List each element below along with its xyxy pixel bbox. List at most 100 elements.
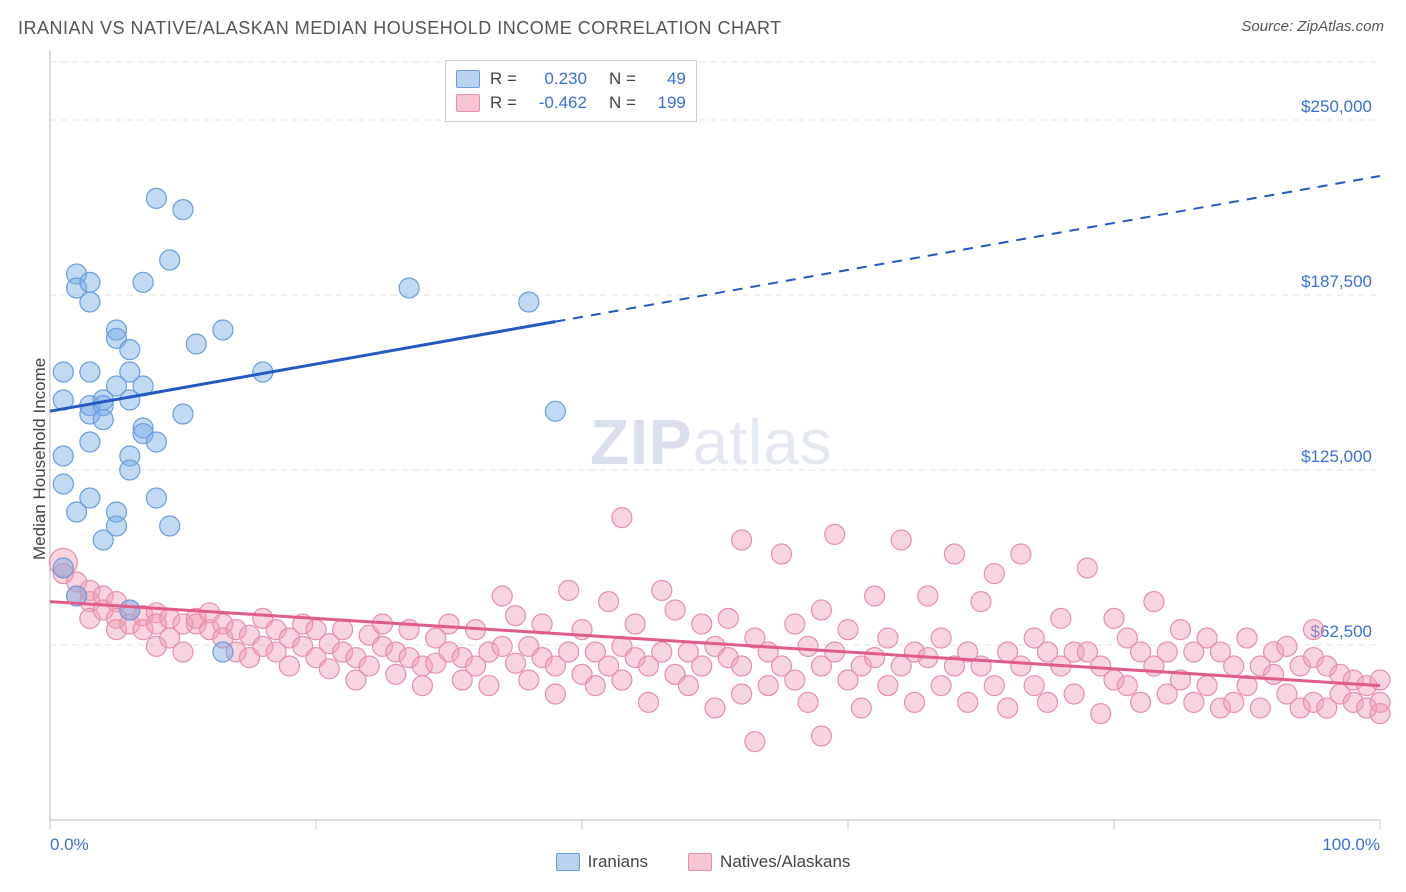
legend-swatch — [556, 853, 580, 871]
pink-point — [492, 636, 512, 656]
pink-point — [745, 732, 765, 752]
r-value: -0.462 — [527, 93, 587, 113]
blue-point — [160, 250, 180, 270]
blue-point — [120, 460, 140, 480]
pink-point — [851, 698, 871, 718]
blue-point — [80, 362, 100, 382]
blue-point — [213, 320, 233, 340]
pink-point — [1370, 704, 1390, 724]
pink-point — [1091, 704, 1111, 724]
pink-point — [958, 692, 978, 712]
pink-point — [412, 676, 432, 696]
n-label: N = — [609, 93, 636, 113]
pink-point — [173, 642, 193, 662]
x-legend-item: Iranians — [556, 852, 648, 872]
pink-point — [692, 656, 712, 676]
pink-point — [758, 676, 778, 696]
x-legend-label: Iranians — [588, 852, 648, 872]
n-value: 199 — [646, 93, 686, 113]
legend-stats-row: R = 0.230 N = 49 — [456, 67, 686, 91]
blue-point — [53, 362, 73, 382]
n-value: 49 — [646, 69, 686, 89]
pink-point — [1077, 558, 1097, 578]
pink-point — [319, 659, 339, 679]
pink-point — [559, 580, 579, 600]
legend-swatch — [456, 70, 480, 88]
pink-point — [944, 544, 964, 564]
pink-point — [732, 530, 752, 550]
pink-point — [905, 692, 925, 712]
blue-point — [120, 600, 140, 620]
r-label: R = — [490, 93, 517, 113]
blue-point — [107, 516, 127, 536]
legend-swatch — [688, 853, 712, 871]
y-tick-label: $125,000 — [1301, 447, 1372, 466]
pink-point — [545, 684, 565, 704]
blue-point — [80, 488, 100, 508]
blue-point — [53, 474, 73, 494]
r-value: 0.230 — [527, 69, 587, 89]
blue-point — [399, 278, 419, 298]
pink-point — [918, 586, 938, 606]
pink-point — [1171, 620, 1191, 640]
pink-point — [865, 586, 885, 606]
pink-point — [678, 676, 698, 696]
pink-point — [1157, 642, 1177, 662]
pink-point — [559, 642, 579, 662]
pink-point — [878, 676, 898, 696]
pink-point — [931, 676, 951, 696]
y-tick-label: $187,500 — [1301, 272, 1372, 291]
pink-point — [1264, 664, 1284, 684]
pink-point — [1250, 698, 1270, 718]
pink-point — [838, 620, 858, 640]
pink-point — [732, 684, 752, 704]
x-legend-label: Natives/Alaskans — [720, 852, 850, 872]
blue-point — [160, 516, 180, 536]
pink-point — [1224, 656, 1244, 676]
pink-point — [891, 530, 911, 550]
pink-point — [506, 653, 526, 673]
pink-point — [279, 656, 299, 676]
x-axis-legend: Iranians Natives/Alaskans — [0, 852, 1406, 872]
blue-point — [120, 340, 140, 360]
blue-point — [519, 292, 539, 312]
pink-point — [1131, 692, 1151, 712]
r-label: R = — [490, 69, 517, 89]
pink-point — [519, 670, 539, 690]
pink-point — [1144, 592, 1164, 612]
y-tick-label: $250,000 — [1301, 97, 1372, 116]
blue-point — [146, 488, 166, 508]
pink-point — [811, 600, 831, 620]
pink-point — [878, 628, 898, 648]
pink-point — [652, 580, 672, 600]
scatter-chart-svg: $62,500$125,000$187,500$250,0000.0%100.0… — [0, 0, 1406, 892]
correlation-legend: R = 0.230 N = 49 R = -0.462 N = 199 — [445, 60, 697, 122]
pink-point — [359, 656, 379, 676]
pink-point — [333, 620, 353, 640]
y-axis-label: Median Household Income — [30, 358, 50, 560]
blue-point — [146, 188, 166, 208]
pink-point — [1051, 608, 1071, 628]
chart-container: IRANIAN VS NATIVE/ALASKAN MEDIAN HOUSEHO… — [0, 0, 1406, 892]
pink-point — [652, 642, 672, 662]
n-label: N = — [609, 69, 636, 89]
pink-point — [772, 544, 792, 564]
pink-point — [798, 636, 818, 656]
pink-point — [639, 692, 659, 712]
blue-point — [80, 272, 100, 292]
pink-point — [998, 698, 1018, 718]
pink-point — [931, 628, 951, 648]
blue-point — [133, 272, 153, 292]
pink-point — [798, 692, 818, 712]
pink-point — [1197, 676, 1217, 696]
pink-point — [1011, 656, 1031, 676]
pink-point — [1038, 692, 1058, 712]
pink-point — [492, 586, 512, 606]
blue-point — [545, 401, 565, 421]
pink-point — [612, 508, 632, 528]
pink-point — [984, 564, 1004, 584]
pink-point — [1024, 676, 1044, 696]
pink-point — [585, 676, 605, 696]
pink-point — [1370, 670, 1390, 690]
pink-point — [439, 614, 459, 634]
